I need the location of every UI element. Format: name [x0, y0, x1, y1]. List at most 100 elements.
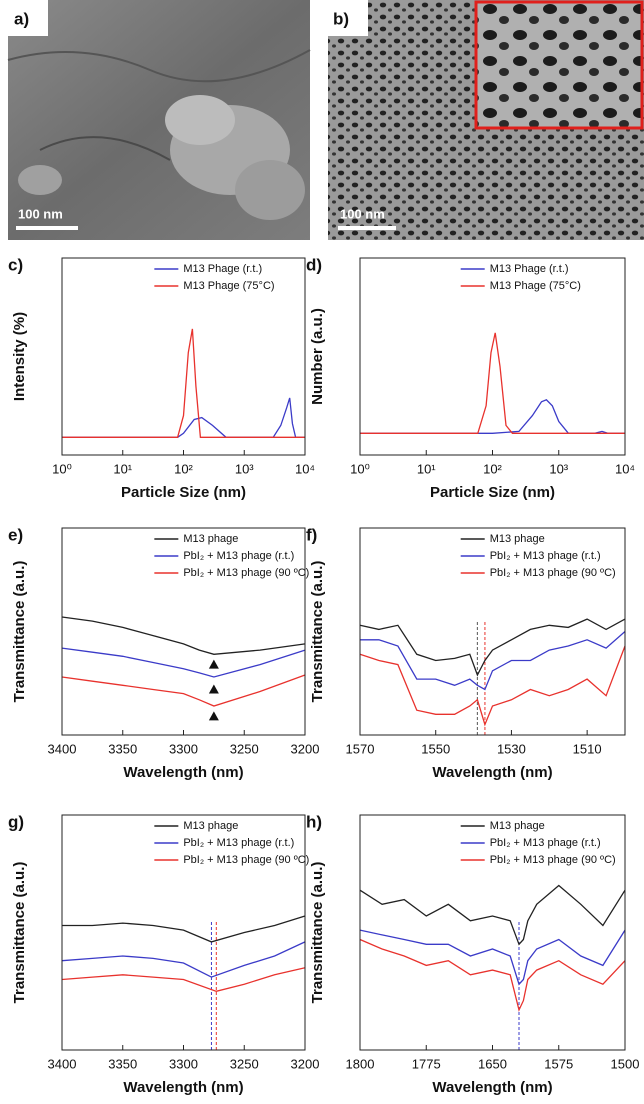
x-tick-label: 10²	[174, 461, 193, 476]
x-tick-label: 3250	[230, 741, 259, 756]
x-tick-label: 1500	[611, 1056, 640, 1071]
marker-triangle	[208, 684, 219, 694]
data-line	[62, 328, 305, 438]
legend-label: PbI₂ + M13 phage (r.t.)	[183, 837, 294, 849]
y-axis-label: Transmittance (a.u.)	[309, 862, 326, 1004]
chart-panel: e) Transmittance (a.u.) Wavelength (nm) 340…	[8, 525, 319, 780]
x-tick-label: 3350	[108, 1056, 137, 1071]
legend-label: PbI₂ + M13 phage (90 ºC)	[490, 854, 616, 866]
legend-label: M13 Phage (75°C)	[183, 280, 274, 292]
legend-label: M13 Phage (75°C)	[490, 280, 581, 292]
marker-triangle	[208, 659, 219, 669]
x-tick-label: 1650	[478, 1056, 507, 1071]
plot-frame	[61, 257, 306, 456]
y-axis-label: Transmittance (a.u.)	[309, 561, 326, 703]
x-tick-label: 10⁴	[295, 461, 315, 476]
x-tick-label: 10⁰	[52, 461, 72, 476]
legend-label: M13 phage	[490, 533, 545, 545]
x-tick-label: 3300	[169, 1056, 198, 1071]
data-line	[359, 618, 626, 677]
plot-frame	[359, 257, 626, 456]
sem-image-a: a) 100 nm	[7, 0, 311, 240]
x-tick-label: 10³	[235, 461, 254, 476]
legend-label: M13 phage	[490, 820, 545, 832]
chart-panel: g) Transmittance (a.u.) Wavelength (nm) 340…	[8, 812, 319, 1095]
x-tick-label: 1575	[544, 1056, 573, 1071]
x-tick-label: 1530	[497, 741, 526, 756]
panel-label: h)	[306, 812, 322, 831]
x-tick-label: 10⁰	[350, 461, 370, 476]
legend-label: M13 Phage (r.t.)	[183, 263, 262, 275]
x-tick-label: 3350	[108, 741, 137, 756]
legend-label: PbI₂ + M13 phage (r.t.)	[183, 550, 294, 562]
data-line	[360, 631, 626, 691]
data-line	[360, 332, 625, 434]
x-tick-label: 1550	[421, 741, 450, 756]
chart-panel: c) Intensity (%) Particle Size (nm) 10⁰ 10¹ 1…	[8, 255, 315, 500]
legend-label: M13 phage	[183, 820, 238, 832]
x-tick-label: 10⁴	[615, 461, 635, 476]
data-line	[359, 645, 626, 727]
x-axis-label: Wavelength (nm)	[123, 764, 243, 781]
data-line	[359, 929, 626, 986]
x-tick-label: 1570	[346, 741, 375, 756]
panel-label: d)	[306, 255, 322, 274]
x-tick-label: 1775	[412, 1056, 441, 1071]
legend-label: M13 phage	[183, 533, 238, 545]
x-tick-label: 10²	[483, 461, 502, 476]
data-line	[360, 399, 625, 434]
legend-label: PbI₂ + M13 phage (90 ºC)	[490, 567, 616, 579]
x-tick-label: 3400	[48, 741, 77, 756]
x-tick-label: 3200	[291, 1056, 320, 1071]
data-line	[359, 884, 626, 946]
x-axis-label: Wavelength (nm)	[432, 1079, 552, 1096]
chart-panel: h) Transmittance (a.u.) Wavelength (nm) 180…	[306, 812, 639, 1095]
x-tick-label: 3300	[169, 741, 198, 756]
x-tick-label: 10³	[549, 461, 568, 476]
sem-image-b: b) 100 nm	[328, 0, 644, 240]
chart-panel: f) Transmittance (a.u.) Wavelength (nm) 157…	[306, 525, 626, 781]
data-line	[359, 938, 626, 1012]
x-tick-label: 10¹	[417, 461, 436, 476]
x-tick-label: 10¹	[113, 461, 132, 476]
chart-panel: d) Number (a.u.) Particle Size (nm) 10⁰ 10¹ 1…	[306, 255, 635, 500]
y-axis-label: Transmittance (a.u.)	[11, 862, 28, 1004]
y-axis-label: Number (a.u.)	[309, 308, 326, 405]
plot-frame	[359, 527, 626, 736]
data-line	[61, 674, 306, 707]
x-tick-label: 3200	[291, 741, 320, 756]
panel-label: c)	[8, 255, 23, 274]
data-line	[61, 616, 306, 655]
marker-triangle	[208, 711, 219, 721]
scale-bar-label: 100 nm	[340, 206, 385, 221]
x-axis-label: Wavelength (nm)	[123, 1079, 243, 1096]
data-line	[61, 647, 306, 678]
panel-label: f)	[306, 525, 317, 544]
data-line	[61, 967, 306, 992]
legend-label: PbI₂ + M13 phage (90 ºC)	[183, 854, 309, 866]
panel-label: g)	[8, 812, 24, 831]
plot-frame	[61, 527, 306, 736]
data-line	[62, 915, 306, 943]
legend-label: PbI₂ + M13 phage (r.t.)	[490, 550, 601, 562]
x-axis-label: Wavelength (nm)	[432, 764, 552, 781]
data-line	[61, 941, 306, 978]
legend-label: PbI₂ + M13 phage (r.t.)	[490, 837, 601, 849]
x-tick-label: 3400	[48, 1056, 77, 1071]
y-axis-label: Transmittance (a.u.)	[11, 561, 28, 703]
panel-label: b)	[333, 9, 349, 28]
scale-bar-label: 100 nm	[18, 206, 63, 221]
legend-label: PbI₂ + M13 phage (90 ºC)	[183, 567, 309, 579]
plot-frame	[61, 814, 306, 1051]
plot-frame	[359, 814, 626, 1051]
panel-label: a)	[14, 9, 29, 28]
x-axis-label: Particle Size (nm)	[430, 484, 555, 501]
legend-label: M13 Phage (r.t.)	[490, 263, 569, 275]
panel-label: e)	[8, 525, 23, 544]
y-axis-label: Intensity (%)	[11, 312, 28, 401]
x-tick-label: 1800	[346, 1056, 375, 1071]
x-tick-label: 3250	[230, 1056, 259, 1071]
x-axis-label: Particle Size (nm)	[121, 484, 246, 501]
x-tick-label: 1510	[573, 741, 602, 756]
